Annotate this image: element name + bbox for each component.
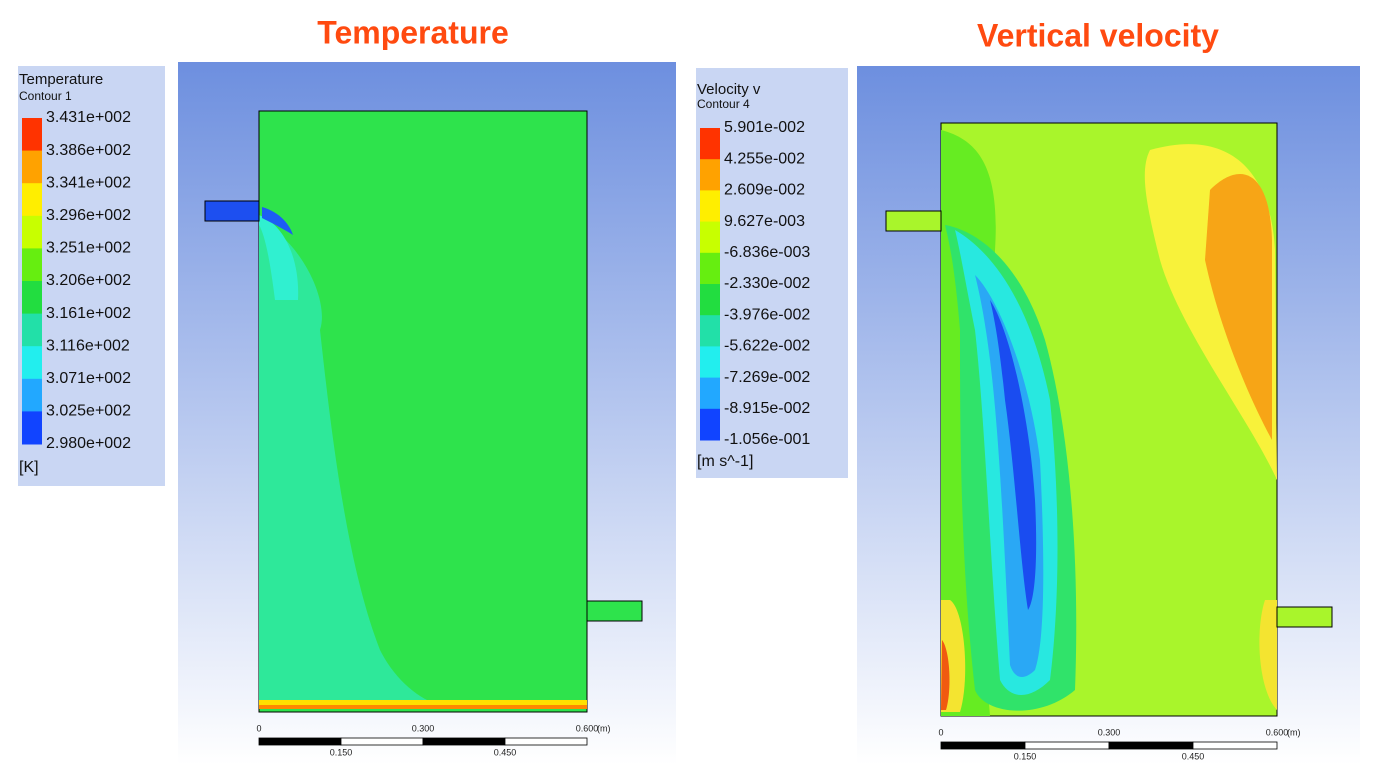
legend-label: 4.255e-002: [724, 150, 805, 167]
legend-band: [22, 215, 42, 249]
legend-label: 3.341e+002: [46, 174, 131, 191]
legend-label: 9.627e-003: [724, 213, 805, 230]
panel-title: Vertical velocity: [977, 17, 1219, 53]
legend-label: 5.901e-002: [724, 119, 805, 136]
scale-unit: (m): [597, 723, 611, 733]
legend-label: 3.386e+002: [46, 142, 131, 159]
scale-bar-segment: [340, 737, 424, 746]
scale-label: 0.600: [576, 723, 599, 733]
legend-box: [18, 66, 165, 486]
scale-bar-segment: [940, 741, 1026, 750]
legend-title: Temperature: [19, 71, 103, 88]
legend-band: [700, 221, 720, 254]
legend-band: [700, 284, 720, 316]
legend-label: -7.269e-002: [724, 369, 810, 386]
legend-band: [700, 377, 720, 410]
legend-label: -6.836e-003: [724, 244, 810, 261]
legend-unit: [K]: [19, 459, 39, 476]
legend-label: -5.622e-002: [724, 338, 810, 355]
scale-label: 0.300: [1098, 727, 1121, 737]
legend-band: [22, 183, 42, 217]
legend-subtitle: Contour 4: [697, 97, 750, 111]
legend-band: [22, 378, 42, 412]
legend-band: [700, 408, 720, 441]
legend-band: [22, 346, 42, 380]
scale-bar-segment: [1192, 741, 1278, 750]
panel-title: Temperature: [317, 14, 508, 50]
scale-bar-segment: [1024, 741, 1110, 750]
legend-box: [696, 68, 848, 478]
legend-band: [22, 281, 42, 315]
legend-band: [700, 252, 720, 285]
scale-label: 0.150: [1014, 751, 1037, 761]
legend-label: 3.431e+002: [46, 109, 131, 126]
legend-band: [22, 248, 42, 282]
legend-unit: [m s^-1]: [697, 453, 753, 470]
legend-label: 2.609e-002: [724, 182, 805, 199]
scale-label: 0.150: [330, 747, 353, 757]
temperature-contour: [204, 110, 643, 713]
legend-title: Velocity v: [697, 81, 761, 98]
legend-band: [700, 159, 720, 191]
legend-subtitle: Contour 1: [19, 89, 72, 103]
legend-label: 3.116e+002: [46, 337, 130, 354]
scale-label: 0.600: [1266, 727, 1289, 737]
legend-band: [22, 150, 42, 184]
legend-band: [700, 315, 720, 347]
scale-label: 0: [938, 727, 943, 737]
legend-label: -8.915e-002: [724, 400, 810, 417]
legend-band: [22, 411, 42, 445]
scale-bar-segment: [1108, 741, 1194, 750]
velocity-contour: [885, 122, 1333, 717]
scale-bar-segment: [422, 737, 506, 746]
legend-band: [22, 118, 42, 152]
legend-label: -1.056e-001: [724, 431, 810, 448]
legend-band: [700, 346, 720, 379]
legend-label: 3.251e+002: [46, 240, 131, 257]
legend-label: 3.296e+002: [46, 207, 131, 224]
scale-unit: (m): [1287, 727, 1301, 737]
legend-band: [22, 313, 42, 347]
legend-label: 3.161e+002: [46, 305, 131, 322]
legend-label: 3.206e+002: [46, 272, 131, 289]
scale-label: 0.450: [494, 747, 517, 757]
scale-bar-segment: [504, 737, 588, 746]
legend-band: [700, 190, 720, 223]
legend-label: 3.025e+002: [46, 403, 131, 420]
legend-label: 2.980e+002: [46, 435, 131, 452]
legend-label: 3.071e+002: [46, 370, 131, 387]
scale-label: 0.450: [1182, 751, 1205, 761]
legend-band: [700, 128, 720, 160]
scale-bar-segment: [258, 737, 342, 746]
legend-label: -2.330e-002: [724, 275, 810, 292]
legend-label: -3.976e-002: [724, 306, 810, 323]
scale-label: 0: [256, 723, 261, 733]
scale-label: 0.300: [412, 723, 435, 733]
